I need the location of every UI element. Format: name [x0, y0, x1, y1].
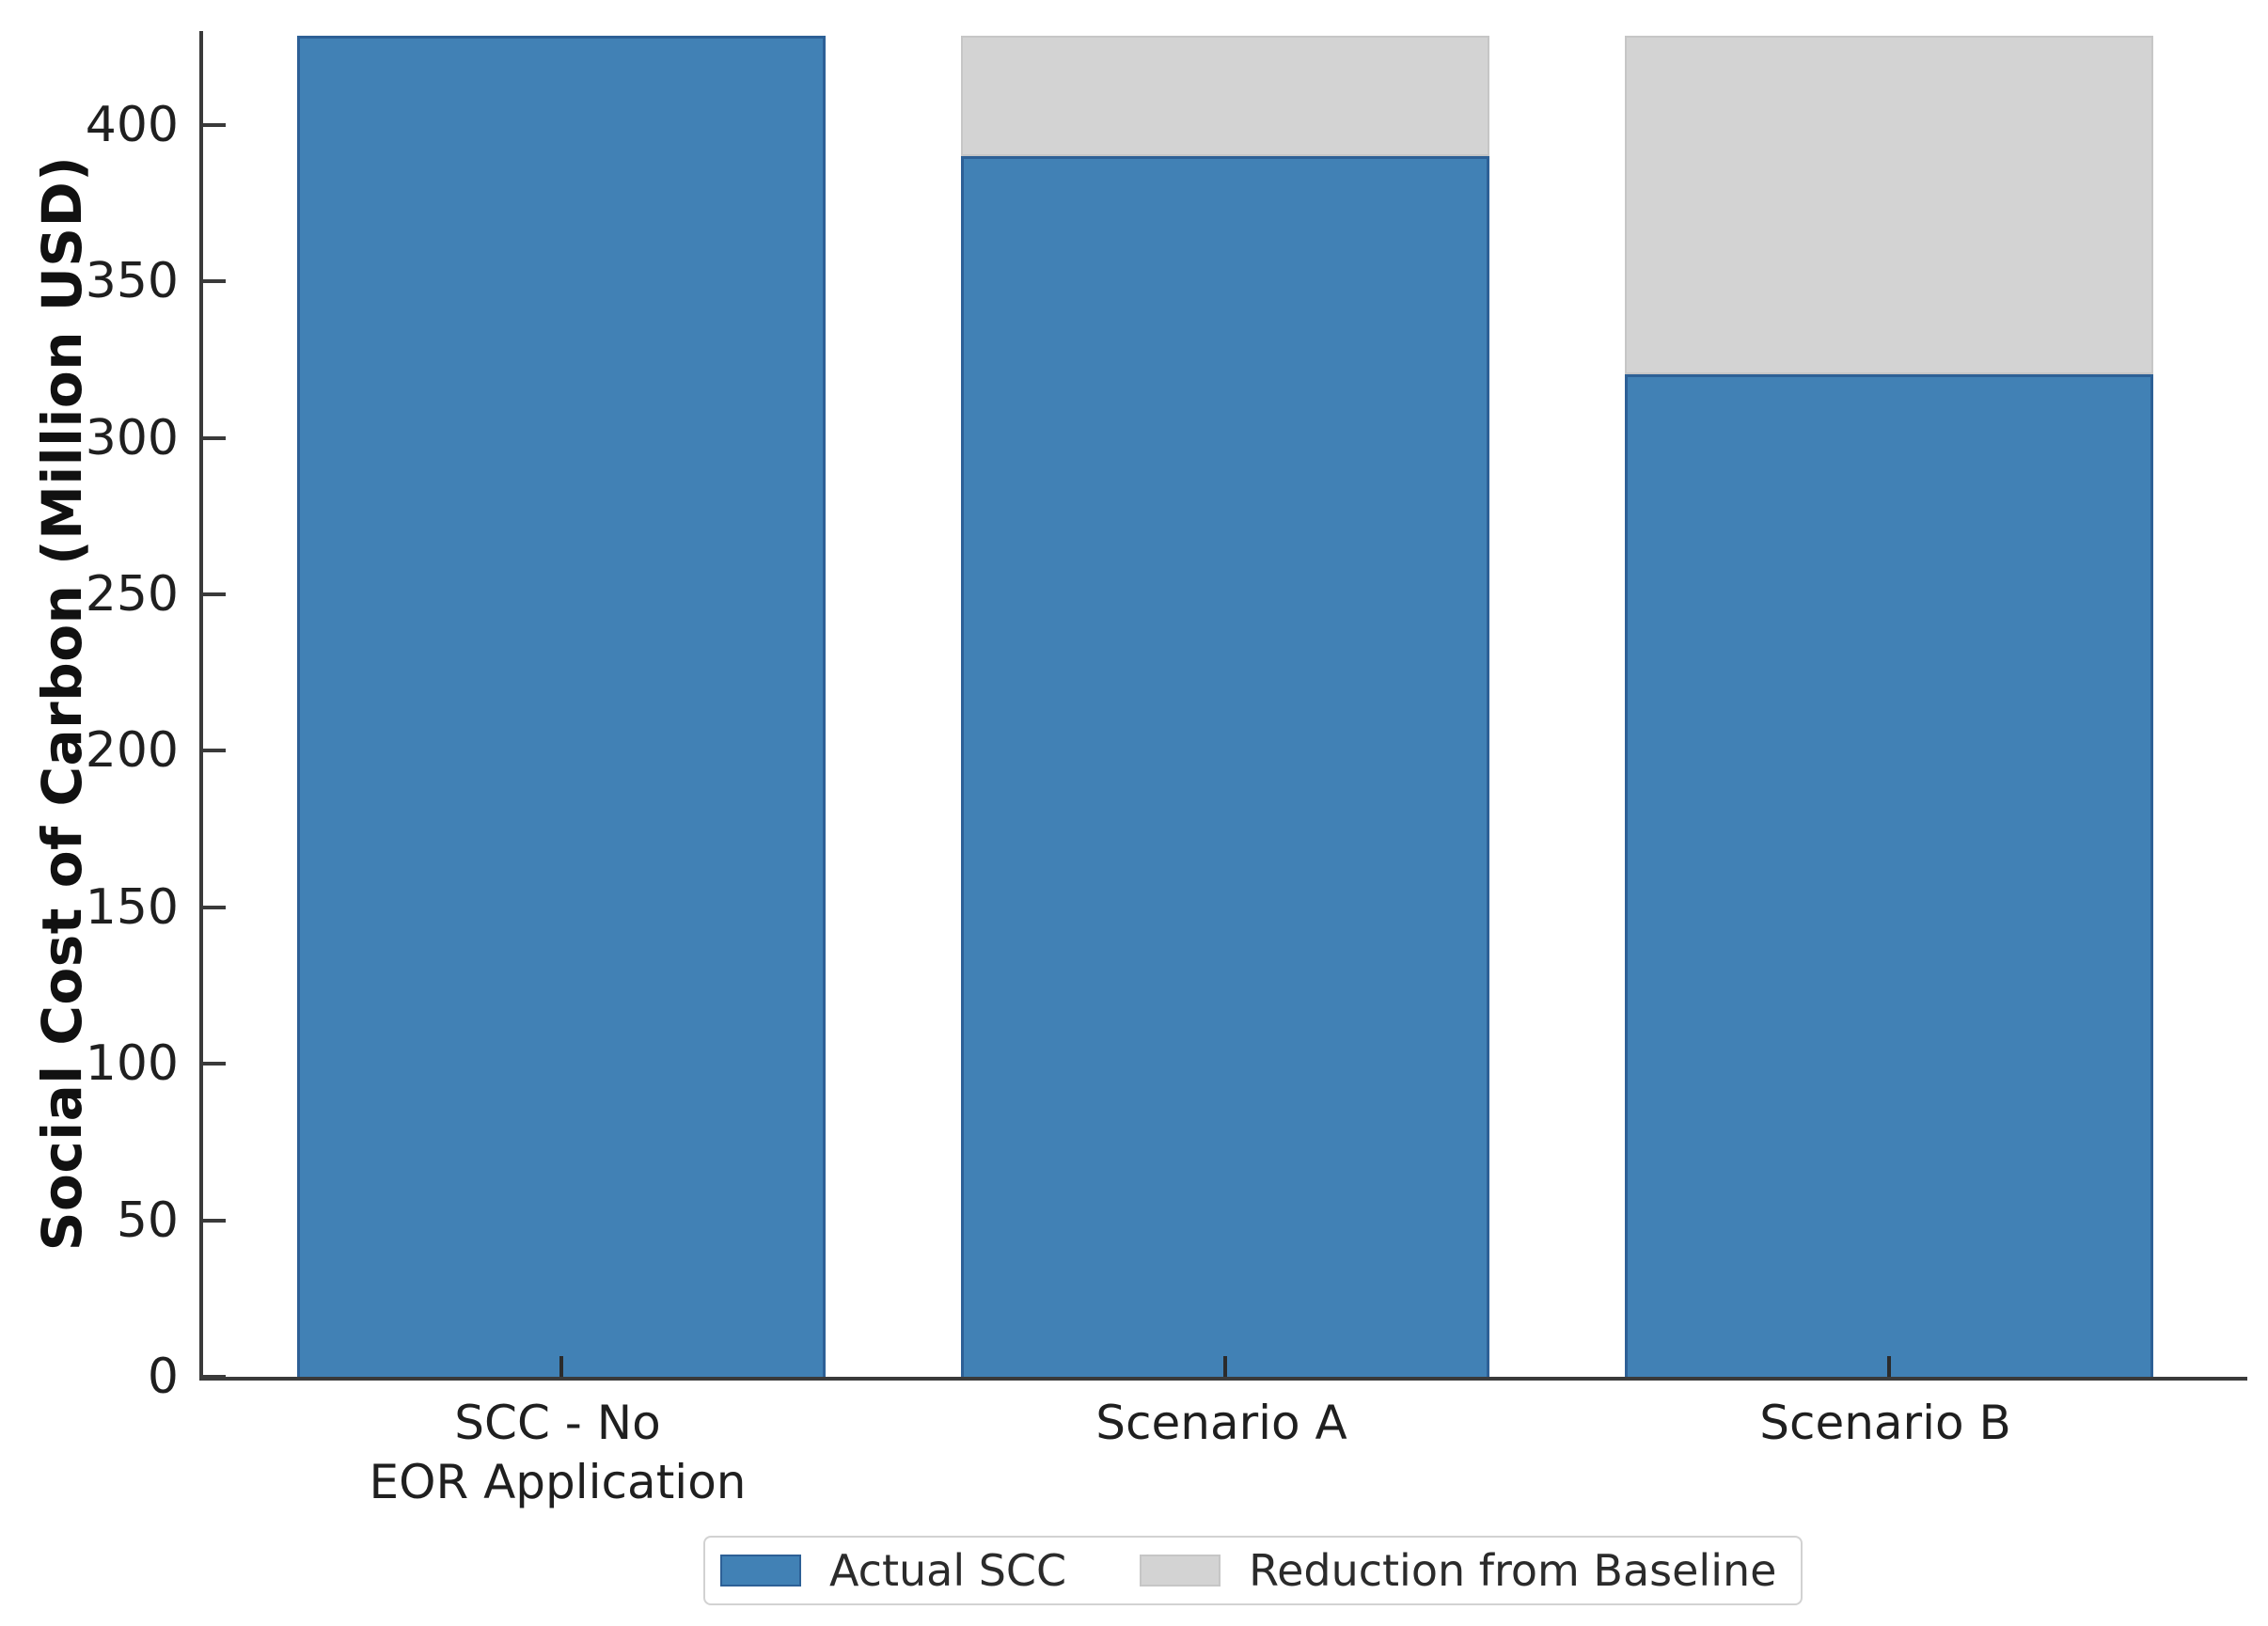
y-tick-mark: [203, 279, 226, 284]
bars-row: [203, 31, 2247, 1377]
x-tick-label-line: Scenario B: [1759, 1396, 2011, 1450]
bar-slot: [893, 31, 1557, 1377]
x-tick-label-line: SCC - No: [454, 1396, 661, 1450]
y-tick-mark: [203, 122, 226, 127]
bar-1: [297, 31, 826, 1377]
bar-segment-reduction-from-baseline: [1625, 35, 2153, 375]
x-axis-labels: SCC - No EOR Application Scenario A Scenari…: [199, 1394, 2244, 1512]
legend-item: Reduction from Baseline: [1140, 1545, 1776, 1596]
legend-swatch-icon: [720, 1555, 801, 1587]
y-tick-label: 350: [85, 253, 179, 310]
bar-slot: [229, 31, 893, 1377]
x-tick-mark: [559, 1356, 563, 1377]
legend-swatch-icon: [1140, 1555, 1221, 1587]
y-tick-mark: [203, 749, 226, 753]
legend-label: Reduction from Baseline: [1249, 1545, 1777, 1596]
y-tick-label: 150: [85, 878, 179, 936]
y-tick-label: 50: [116, 1192, 179, 1249]
x-tick-mark: [1887, 1356, 1891, 1377]
x-tick-label: SCC - No EOR Application: [226, 1394, 890, 1512]
bar-segment-reduction-from-baseline: [961, 35, 1489, 157]
y-tick-label: 100: [85, 1035, 179, 1093]
bar-segment-actual-scc: [1625, 374, 2153, 1377]
y-tick-label: 400: [85, 96, 179, 153]
y-tick-mark: [203, 592, 226, 597]
x-tick-label: Scenario A: [890, 1394, 1553, 1512]
y-tick-label: 300: [85, 409, 179, 466]
y-tick-label: 250: [85, 566, 179, 624]
bar-segment-actual-scc: [961, 156, 1489, 1377]
y-tick-label: 0: [147, 1349, 179, 1405]
x-tick-label: Scenario B: [1553, 1394, 2217, 1512]
bar-slot: [1557, 31, 2221, 1377]
x-tick-mark: [1223, 1356, 1227, 1377]
bar-3: [1625, 31, 2153, 1377]
y-tick-mark: [203, 1375, 226, 1379]
y-tick-label: 200: [85, 722, 179, 780]
bar-segment-actual-scc: [297, 35, 826, 1377]
y-tick-mark: [203, 435, 226, 440]
legend-label: Actual SCC: [829, 1545, 1067, 1596]
y-tick-mark: [203, 1218, 226, 1223]
bar-2: [961, 31, 1489, 1377]
y-tick-mark: [203, 905, 226, 909]
legend: Actual SCC Reduction from Baseline: [703, 1536, 1803, 1605]
x-tick-label-line: EOR Application: [369, 1455, 747, 1509]
plot-area: 0 50 100 150 200 250 300 350 400: [86, 31, 2247, 1401]
x-tick-label-line: Scenario A: [1095, 1396, 1347, 1450]
y-tick-mark: [203, 1062, 226, 1066]
legend-item: Actual SCC: [720, 1545, 1066, 1596]
